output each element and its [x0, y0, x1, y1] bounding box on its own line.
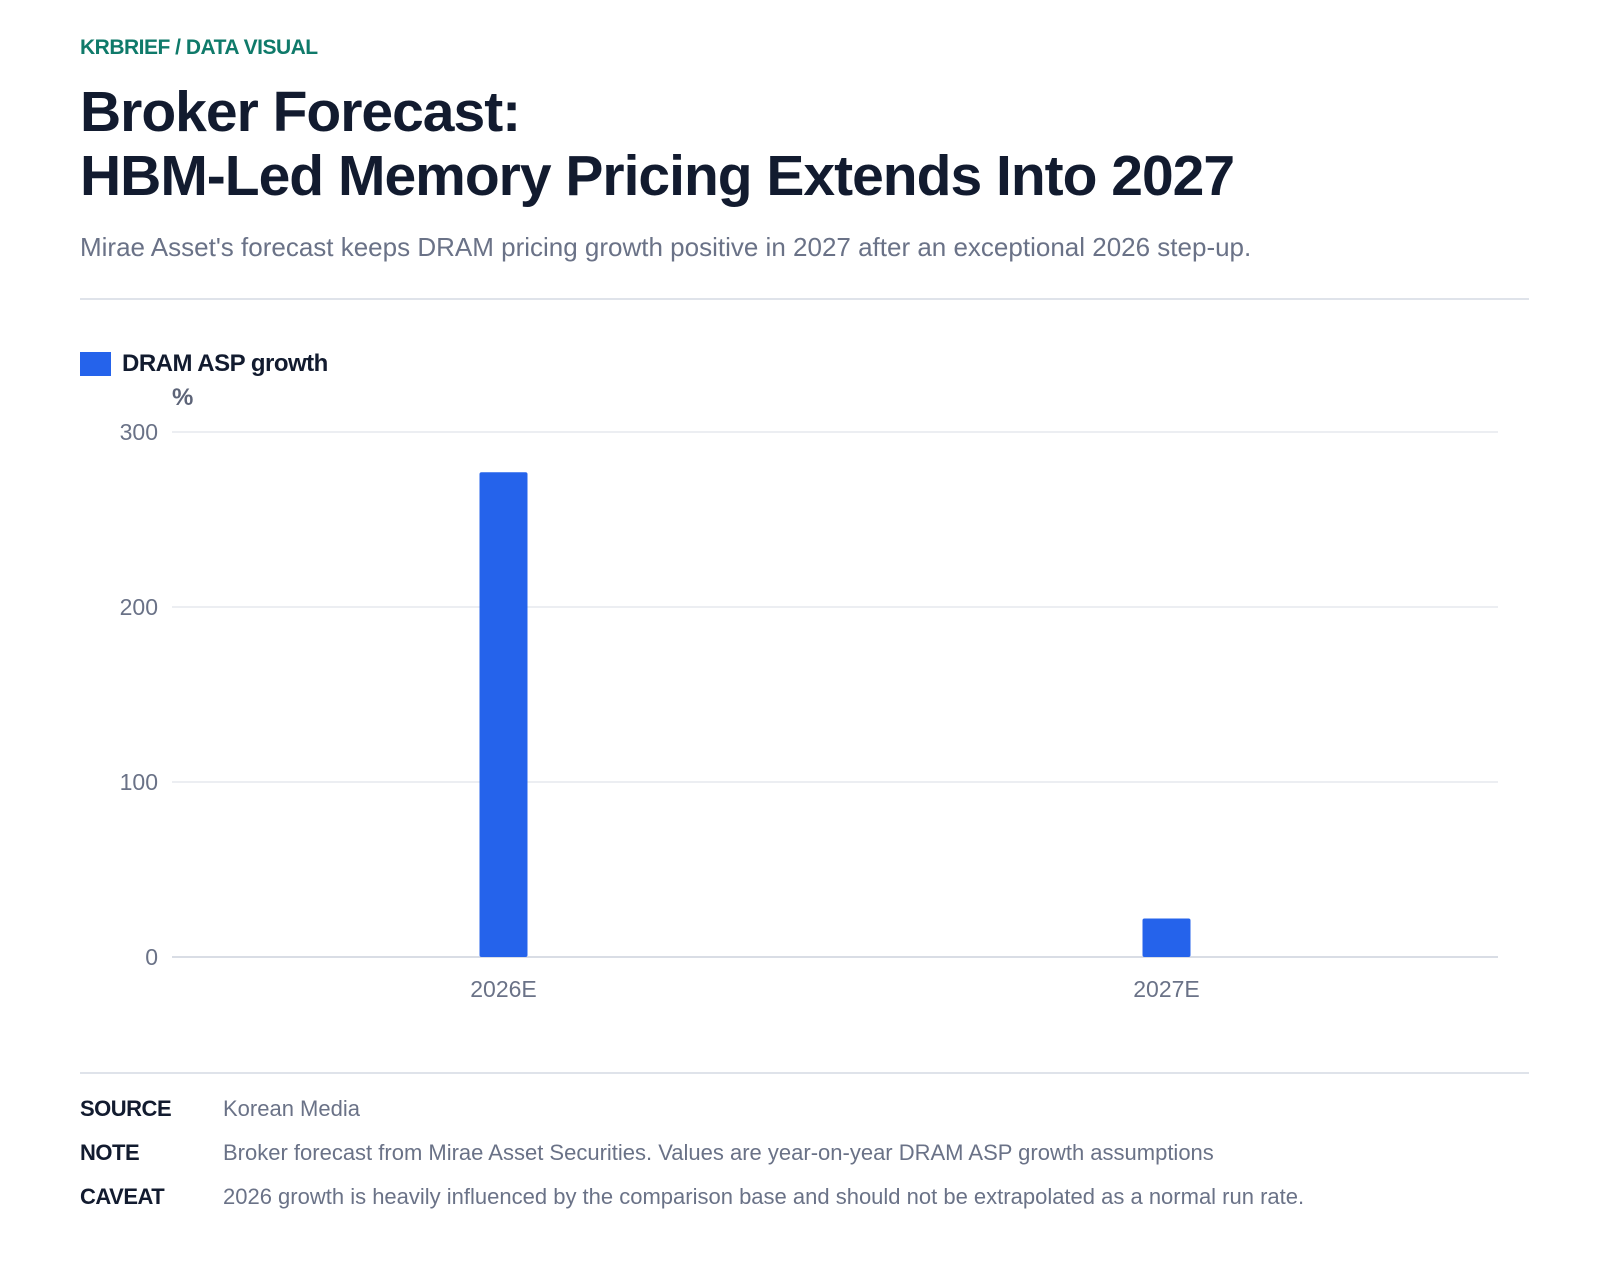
bar-2027E — [1142, 918, 1191, 957]
page-subtitle: Mirae Asset's forecast keeps DRAM pricin… — [80, 232, 1252, 262]
caveat-row: CAVEAT 2026 growth is heavily influenced… — [80, 1175, 1304, 1219]
title-line-2: HBM-Led Memory Pricing Extends Into 2027 — [80, 144, 1235, 208]
source-key: SOURCE — [80, 1096, 172, 1121]
y-tick-label: 100 — [120, 769, 158, 795]
grid-lines — [172, 431, 1498, 958]
note-key: NOTE — [80, 1140, 140, 1165]
y-tick-label: 0 — [145, 944, 158, 970]
page-title: Broker Forecast: HBM-Led Memory Pricing … — [80, 80, 1235, 208]
bottom-divider — [80, 1072, 1529, 1074]
source-row: SOURCE Korean Media — [80, 1087, 1304, 1131]
x-tick-labels: 2026E 2027E — [470, 976, 1200, 1000]
caveat-key: CAVEAT — [80, 1184, 165, 1209]
x-tick-label: 2026E — [470, 976, 537, 1000]
y-tick-label: 300 — [120, 419, 158, 445]
y-tick-label: 200 — [120, 594, 158, 620]
legend-label: DRAM ASP growth — [122, 350, 328, 377]
source-value: Korean Media — [223, 1096, 360, 1121]
top-divider — [80, 298, 1529, 300]
legend-swatch — [80, 352, 111, 376]
note-value: Broker forecast from Mirae Asset Securit… — [223, 1140, 1214, 1165]
y-axis-unit: % — [172, 384, 194, 411]
note-row: NOTE Broker forecast from Mirae Asset Se… — [80, 1131, 1304, 1175]
caveat-value: 2026 growth is heavily influenced by the… — [223, 1184, 1305, 1209]
bar-chart: 0 100 200 300 2026E 2027E — [120, 419, 1498, 1000]
x-tick-label: 2027E — [1133, 976, 1200, 1000]
kicker-label: KRBRIEF / DATA VISUAL — [80, 36, 318, 59]
bar-2026E — [479, 472, 528, 957]
bars — [479, 472, 1191, 957]
y-tick-labels: 0 100 200 300 — [120, 419, 158, 970]
chart-legend: DRAM ASP growth — [80, 350, 328, 378]
title-line-1: Broker Forecast: — [80, 80, 521, 144]
footnotes: SOURCE Korean Media NOTE Broker forecast… — [80, 1087, 1304, 1219]
